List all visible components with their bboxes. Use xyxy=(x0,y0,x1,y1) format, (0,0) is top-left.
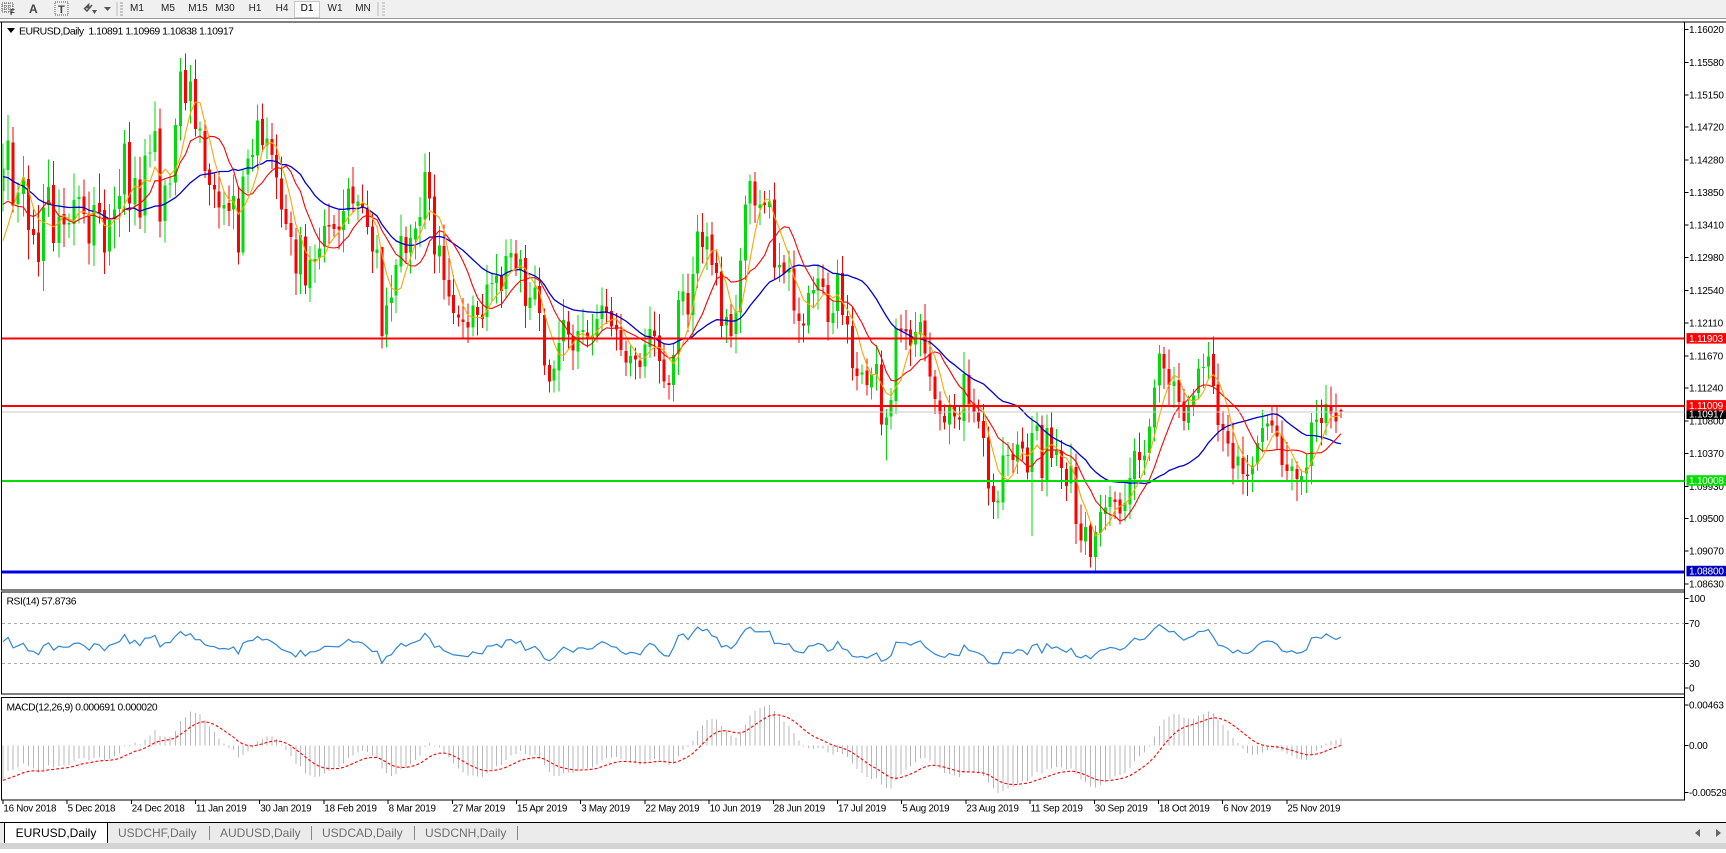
svg-text:RSI(14) 57.8736: RSI(14) 57.8736 xyxy=(7,597,77,608)
svg-text:15 Apr 2019: 15 Apr 2019 xyxy=(517,804,567,815)
svg-text:1.12980: 1.12980 xyxy=(1689,253,1724,264)
svg-text:F: F xyxy=(10,8,15,17)
svg-text:6 Nov 2019: 6 Nov 2019 xyxy=(1223,804,1271,815)
svg-text:A: A xyxy=(29,2,38,16)
svg-text:18 Feb 2019: 18 Feb 2019 xyxy=(324,804,376,815)
svg-text:1.14720: 1.14720 xyxy=(1689,123,1724,134)
svg-text:1.14280: 1.14280 xyxy=(1689,156,1724,167)
svg-text:1.11670: 1.11670 xyxy=(1689,351,1724,362)
svg-text:1.11903: 1.11903 xyxy=(1689,334,1724,345)
svg-text:8 Mar 2019: 8 Mar 2019 xyxy=(389,804,436,815)
svg-text:1.15150: 1.15150 xyxy=(1689,90,1724,101)
svg-text:EURUSD,Daily 1.10891 1.10969: EURUSD,Daily 1.10891 1.10969 1.10838 1.1… xyxy=(19,26,234,38)
svg-text:28 Jun 2019: 28 Jun 2019 xyxy=(774,804,825,815)
svg-text:10 Jun 2019: 10 Jun 2019 xyxy=(710,804,761,815)
svg-text:3 May 2019: 3 May 2019 xyxy=(581,804,630,815)
svg-text:0.00: 0.00 xyxy=(1689,741,1708,752)
svg-text:1.12540: 1.12540 xyxy=(1689,286,1724,297)
svg-text:25 Nov 2019: 25 Nov 2019 xyxy=(1287,804,1340,815)
svg-text:27 Mar 2019: 27 Mar 2019 xyxy=(453,804,505,815)
svg-text:23 Aug 2019: 23 Aug 2019 xyxy=(966,804,1018,815)
svg-text:1.15580: 1.15580 xyxy=(1689,58,1724,69)
svg-text:0.00463: 0.00463 xyxy=(1689,700,1724,711)
svg-text:T: T xyxy=(58,4,65,16)
svg-text:1.09500: 1.09500 xyxy=(1689,514,1724,525)
svg-text:1.09070: 1.09070 xyxy=(1689,546,1724,557)
svg-text:16 Nov 2018: 16 Nov 2018 xyxy=(3,804,57,815)
svg-text:1.11009: 1.11009 xyxy=(1689,401,1724,412)
svg-text:30 Jan 2019: 30 Jan 2019 xyxy=(260,804,311,815)
svg-text:17 Jul 2019: 17 Jul 2019 xyxy=(838,804,886,815)
svg-text:70: 70 xyxy=(1689,619,1700,630)
svg-text:0: 0 xyxy=(1689,684,1695,695)
svg-text:100: 100 xyxy=(1689,594,1706,605)
svg-text:-0.005299: -0.005299 xyxy=(1689,788,1726,799)
svg-text:1.13410: 1.13410 xyxy=(1689,221,1724,232)
svg-text:5 Dec 2018: 5 Dec 2018 xyxy=(68,804,116,815)
svg-text:1.10008: 1.10008 xyxy=(1689,476,1724,487)
svg-text:1.08630: 1.08630 xyxy=(1689,579,1724,590)
svg-text:1.16020: 1.16020 xyxy=(1689,25,1724,36)
svg-text:11 Jan 2019: 11 Jan 2019 xyxy=(196,804,246,815)
svg-text:5 Aug 2019: 5 Aug 2019 xyxy=(902,804,949,815)
svg-text:24 Dec 2018: 24 Dec 2018 xyxy=(132,804,186,815)
svg-text:30: 30 xyxy=(1689,659,1700,670)
svg-text:11 Sep 2019: 11 Sep 2019 xyxy=(1031,804,1083,815)
svg-text:22 May 2019: 22 May 2019 xyxy=(645,804,699,815)
svg-text:1.08800: 1.08800 xyxy=(1689,567,1724,578)
svg-text:30 Sep 2019: 30 Sep 2019 xyxy=(1095,804,1148,815)
svg-text:1.12110: 1.12110 xyxy=(1689,318,1724,329)
svg-text:1.11240: 1.11240 xyxy=(1689,384,1724,395)
svg-text:1.13850: 1.13850 xyxy=(1689,188,1724,199)
svg-text:1.10370: 1.10370 xyxy=(1689,449,1724,460)
svg-text:MACD(12,26,9) 0.000691 0.00002: MACD(12,26,9) 0.000691 0.000020 xyxy=(7,703,158,714)
svg-text:18 Oct 2019: 18 Oct 2019 xyxy=(1159,804,1210,815)
